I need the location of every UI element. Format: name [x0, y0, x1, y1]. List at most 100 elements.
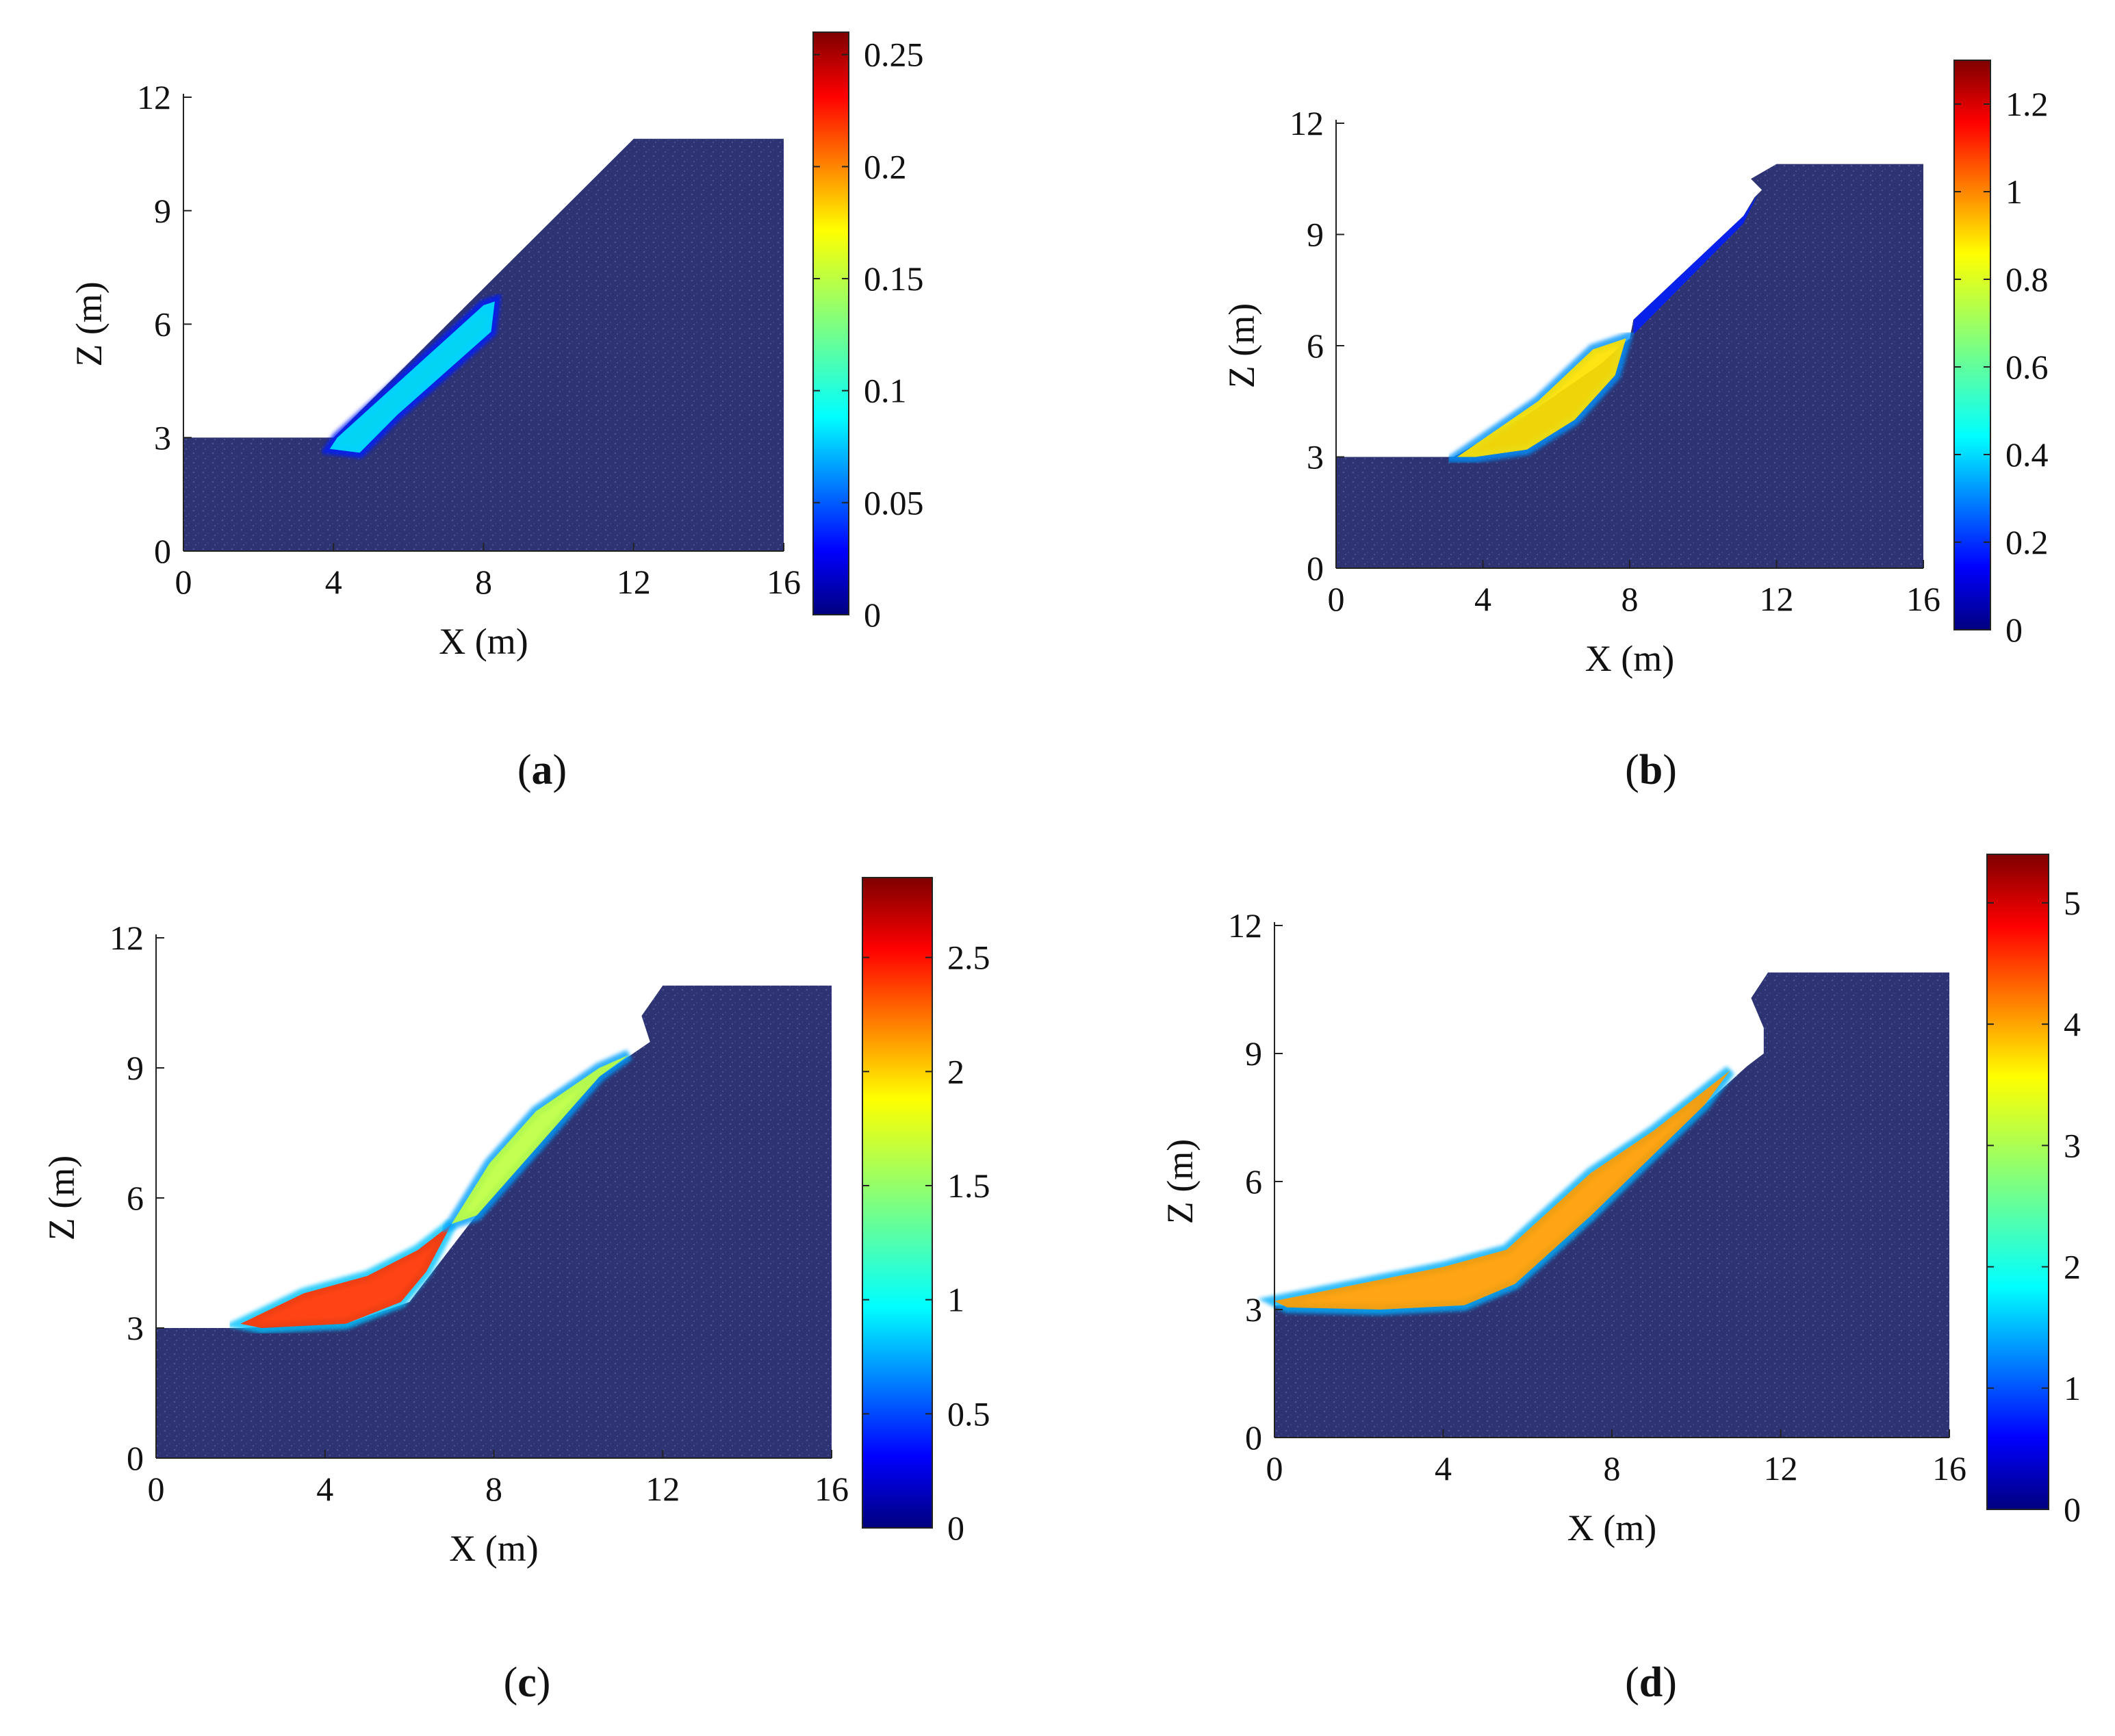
x-tick-label: 0: [1266, 1449, 1283, 1488]
x-axis-title: X (m): [1585, 638, 1674, 679]
colorbar-tick-label: 0: [2005, 611, 2023, 649]
y-tick-label: 0: [127, 1439, 144, 1477]
y-tick-label: 9: [1245, 1034, 1262, 1073]
y-tick-label: 3: [154, 418, 171, 457]
panel-label-close: ): [537, 1659, 551, 1706]
y-tick-label: 9: [154, 192, 171, 230]
colorbar-tick-label: 0.2: [2005, 523, 2049, 561]
x-axis-title: X (m): [439, 621, 528, 662]
x-tick-label: 8: [475, 563, 492, 601]
x-tick-label: 16: [1906, 580, 1940, 618]
panel-label: (b): [1625, 747, 1677, 793]
colorbar-tick-label: 0.6: [2005, 348, 2049, 386]
sliding-mass-0: [1457, 338, 1626, 457]
colorbar-tick-label: 1: [947, 1281, 964, 1319]
colorbar-tick-label: 4: [2064, 1005, 2081, 1043]
colorbar-tick-label: 2: [947, 1052, 964, 1090]
panel-label-close: ): [1663, 747, 1677, 793]
x-axis-title: X (m): [449, 1528, 538, 1569]
displaced-block: [1633, 193, 1758, 335]
colorbar-tick-label: 0.1: [864, 372, 907, 410]
x-tick-label: 8: [1604, 1449, 1621, 1488]
x-tick-label: 0: [175, 563, 192, 601]
sliding-mass-1: [451, 1055, 629, 1224]
x-tick-label: 16: [1932, 1449, 1966, 1488]
colorbar-tick-label: 0: [947, 1509, 964, 1547]
x-axis-title: X (m): [1567, 1507, 1656, 1548]
y-axis-title: Z (m): [1221, 303, 1262, 388]
soil-body: [1336, 164, 1923, 569]
colorbar-tick-label: 3: [2064, 1126, 2081, 1164]
x-tick-label: 0: [1328, 580, 1345, 618]
colorbar-tick-label: 0: [864, 596, 881, 634]
panel-label: (c): [504, 1659, 551, 1706]
colorbar-tick-label: 1.5: [947, 1166, 990, 1205]
x-tick-label: 16: [815, 1470, 849, 1508]
sliding-mass-0: [329, 301, 495, 453]
y-tick-label: 12: [1228, 906, 1262, 945]
colorbar-tick-label: 5: [2064, 884, 2081, 922]
x-tick-label: 12: [645, 1470, 680, 1508]
y-tick-label: 12: [137, 78, 171, 116]
colorbar-tick-label: 0: [2064, 1490, 2081, 1529]
y-tick-label: 9: [127, 1049, 144, 1087]
colorbar-tick-label: 1: [2005, 173, 2023, 211]
y-tick-label: 6: [154, 305, 171, 344]
panel-label: (d): [1625, 1659, 1677, 1706]
colorbar: [1986, 854, 2049, 1510]
panel-label-open: (: [1625, 1659, 1639, 1706]
colorbar-tick-label: 0.2: [864, 147, 907, 186]
x-tick-label: 12: [1764, 1449, 1798, 1488]
panel-label-close: ): [1663, 1659, 1677, 1706]
panel-c: 0 4 8 12 16 0 3 6 9 12 X (m) Z (m) 0 0.5 1 1.5 2 2.5 (c): [41, 877, 990, 1706]
y-tick-label: 3: [1307, 438, 1324, 476]
colorbar-tick-label: 2: [2064, 1248, 2081, 1286]
panel-label: (a): [517, 747, 567, 793]
colorbar: [812, 31, 849, 615]
sliding-mass-0: [1274, 1070, 1730, 1310]
y-tick-label: 0: [1307, 549, 1324, 587]
y-tick-label: 6: [1245, 1162, 1262, 1201]
panel-label-letter: b: [1639, 747, 1663, 793]
x-tick-label: 4: [325, 563, 342, 601]
x-tick-label: 4: [1474, 580, 1491, 618]
y-tick-label: 3: [127, 1309, 144, 1347]
x-tick-label: 4: [316, 1470, 333, 1508]
panel-label-letter: a: [532, 747, 553, 793]
panel-label-open: (: [504, 1659, 518, 1706]
colorbar-tick-label: 0.25: [864, 36, 924, 74]
x-tick-label: 8: [485, 1470, 502, 1508]
panel-label-open: (: [1625, 747, 1639, 793]
x-tick-label: 12: [1760, 580, 1794, 618]
colorbar-tick-label: 1.2: [2005, 85, 2049, 123]
panel-a: 0 4 8 12 16 0 3 6 9 12 X (m) Z (m) 0 0.05 0.1 0.15 0.2 0.…: [68, 31, 924, 793]
y-tick-label: 6: [127, 1179, 144, 1217]
y-tick-label: 6: [1307, 327, 1324, 365]
x-tick-label: 16: [767, 563, 801, 601]
x-tick-label: 8: [1622, 580, 1639, 618]
y-tick-label: 12: [1290, 104, 1324, 142]
panel-label-letter: d: [1639, 1659, 1663, 1706]
y-tick-label: 0: [1245, 1418, 1262, 1457]
panel-b: 0 4 8 12 16 0 3 6 9 12 X (m) Z (m) 0 0.2 0.4 0.6 0.8 1 1.2…: [1221, 60, 2049, 793]
y-tick-label: 3: [1245, 1290, 1262, 1329]
y-tick-label: 9: [1307, 216, 1324, 254]
colorbar-tick-label: 2.5: [947, 939, 990, 977]
panel-label-open: (: [517, 747, 532, 793]
sliding-mass-0: [240, 1224, 452, 1328]
colorbar-tick-label: 0.05: [864, 483, 924, 522]
colorbar-tick-label: 0.4: [2005, 435, 2049, 474]
y-tick-label: 0: [154, 532, 171, 570]
x-tick-label: 0: [148, 1470, 165, 1508]
colorbar-tick-label: 0.8: [2005, 260, 2049, 298]
soil-body: [156, 985, 832, 1458]
x-tick-label: 12: [617, 563, 651, 601]
y-axis-title: Z (m): [68, 281, 110, 366]
y-axis-title: Z (m): [1159, 1139, 1201, 1224]
panel-label-letter: c: [517, 1659, 537, 1706]
colorbar: [1953, 60, 1991, 630]
colorbar-tick-label: 0.5: [947, 1394, 990, 1433]
colorbar: [862, 877, 933, 1529]
